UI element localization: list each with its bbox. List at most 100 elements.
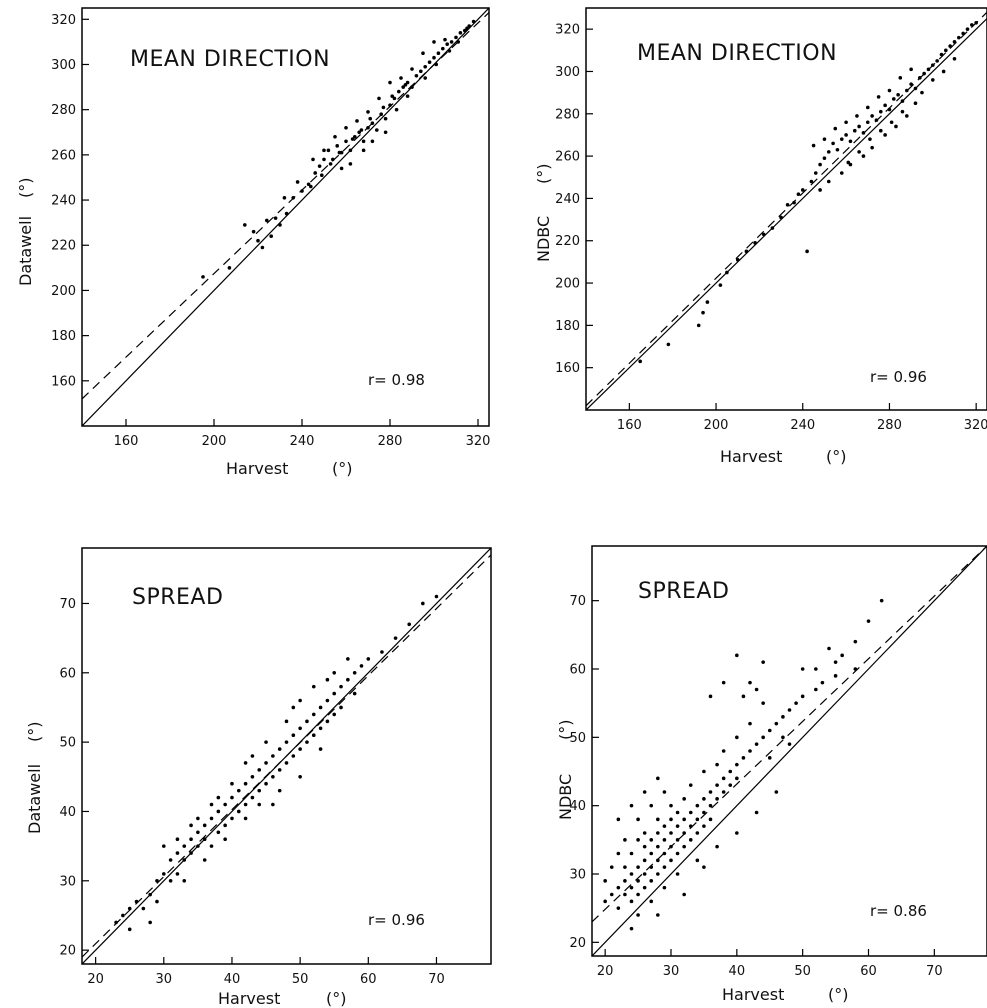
data-point — [348, 162, 353, 166]
data-point — [753, 241, 757, 245]
data-point — [325, 677, 330, 682]
data-point — [761, 232, 766, 237]
data-point — [196, 830, 200, 835]
data-point — [718, 283, 723, 287]
data-point — [127, 927, 132, 932]
data-point — [868, 137, 872, 141]
data-point — [874, 118, 879, 122]
data-point — [682, 892, 686, 897]
y-axis-label: Datawell — [25, 764, 44, 834]
data-point — [410, 85, 414, 89]
data-point — [827, 646, 831, 651]
data-point — [702, 824, 706, 828]
data-point — [332, 691, 337, 696]
data-point — [359, 128, 364, 132]
data-point — [202, 837, 207, 841]
data-point — [243, 781, 248, 786]
panel-spread-datawell: SPREAD r= 0.96 Harvest (°) Datawell (°) … — [25, 547, 492, 1008]
y-axis-label: NDBC — [534, 216, 553, 262]
y-axis-unit: (°) — [16, 178, 35, 198]
data-point — [361, 139, 366, 144]
y-tick-label: 60 — [569, 663, 586, 678]
data-point — [826, 179, 831, 184]
y-tick-label: 320 — [51, 13, 76, 28]
data-point — [800, 667, 805, 671]
data-point — [861, 154, 866, 158]
y-tick-label: 20 — [59, 944, 76, 959]
data-point — [728, 769, 733, 774]
data-point — [675, 824, 680, 828]
data-point — [265, 218, 269, 223]
data-point — [839, 171, 844, 175]
data-point — [952, 40, 957, 44]
data-point — [931, 63, 935, 67]
plot-area — [586, 11, 987, 410]
data-point — [708, 790, 713, 794]
data-point — [284, 719, 289, 724]
data-point — [182, 879, 187, 883]
data-point — [298, 726, 302, 731]
data-point — [708, 817, 713, 822]
x-tick-label: 30 — [663, 964, 680, 979]
data-point — [913, 101, 918, 106]
regression-line — [82, 554, 491, 958]
x-tick-label: 30 — [156, 972, 173, 987]
data-point — [284, 761, 289, 765]
data-point — [603, 879, 607, 883]
data-point — [715, 797, 719, 801]
data-point — [913, 86, 918, 91]
data-point — [257, 768, 262, 772]
data-point — [844, 120, 848, 125]
data-point — [305, 719, 309, 724]
data-point — [114, 920, 118, 925]
data-point — [182, 858, 187, 862]
data-point — [741, 694, 746, 699]
data-point — [879, 598, 884, 603]
identity-line — [592, 546, 987, 956]
x-axis-label: Harvest — [226, 459, 288, 478]
data-point — [623, 865, 627, 869]
x-tick-label: 320 — [964, 418, 987, 433]
data-point — [800, 188, 805, 192]
data-point — [794, 701, 798, 705]
panel-mean-direction-ndbc: MEAN DIRECTION r= 0.96 Harvest (°) NDBC … — [534, 7, 987, 466]
data-point — [669, 831, 673, 835]
data-point — [649, 879, 654, 883]
data-point — [317, 164, 322, 168]
panel-spread-ndbc: SPREAD r= 0.86 Harvest (°) NDBC (°) 20 30… — [556, 545, 987, 1004]
data-point — [295, 180, 300, 184]
data-point — [381, 105, 386, 110]
data-point — [432, 55, 436, 60]
data-point — [325, 719, 330, 724]
data-point — [939, 52, 944, 57]
data-point — [250, 754, 255, 758]
data-point — [735, 776, 739, 781]
x-axis-label: Harvest — [218, 989, 280, 1008]
x-tick-label: 240 — [290, 434, 315, 449]
x-tick-label: 160 — [114, 434, 139, 449]
data-point — [852, 128, 857, 133]
data-point — [277, 768, 282, 772]
data-point — [748, 680, 752, 685]
data-point — [366, 657, 371, 661]
data-point — [352, 691, 357, 696]
data-point — [616, 885, 621, 890]
plot-frame — [81, 7, 490, 427]
data-point — [715, 783, 719, 787]
data-point — [662, 824, 667, 828]
data-point — [243, 802, 248, 807]
data-point — [636, 913, 640, 917]
data-point — [787, 708, 792, 712]
data-point — [337, 150, 342, 155]
y-tick-label: 70 — [569, 594, 586, 609]
data-point — [603, 899, 607, 904]
data-point — [383, 130, 388, 135]
data-point — [436, 51, 441, 55]
data-point — [434, 594, 439, 599]
data-point — [846, 160, 851, 165]
data-point — [306, 182, 311, 187]
data-point — [353, 134, 357, 139]
data-point — [957, 35, 961, 40]
y-axis-label: Datawell — [16, 216, 35, 286]
